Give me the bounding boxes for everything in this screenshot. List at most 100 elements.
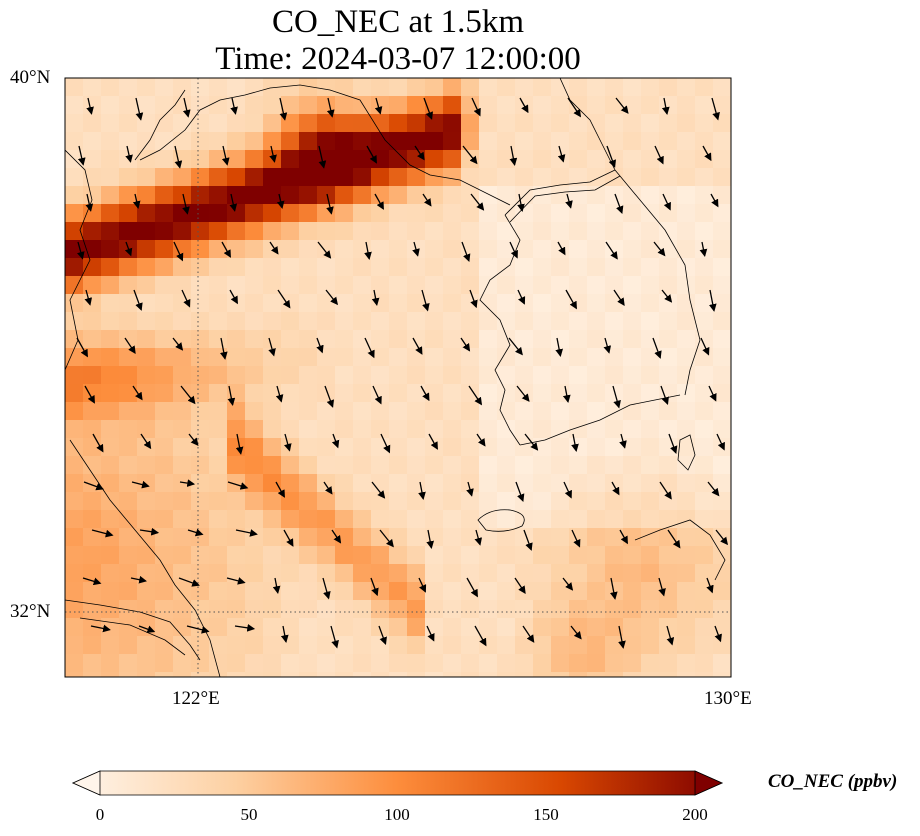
field-cell	[101, 204, 120, 223]
wind-arrow	[524, 433, 539, 451]
field-cell	[353, 492, 372, 511]
field-cell	[533, 168, 552, 187]
field-cell	[479, 654, 498, 673]
wind-arrow	[226, 577, 246, 585]
wind-arrow	[326, 193, 334, 215]
wind-arrow	[219, 337, 228, 360]
field-cell	[101, 438, 120, 457]
field-cell	[209, 330, 228, 349]
field-cell	[227, 186, 246, 205]
wind-arrow	[83, 481, 105, 491]
field-cell	[281, 204, 300, 223]
field-cell	[155, 672, 174, 677]
field-cell	[695, 600, 714, 619]
field-cell	[695, 348, 714, 367]
field-cell	[407, 528, 426, 547]
field-cell	[425, 168, 444, 187]
field-cell	[281, 582, 300, 601]
field-cell	[83, 150, 102, 169]
field-cell	[263, 564, 282, 583]
field-cell	[605, 402, 624, 421]
field-cell	[137, 510, 156, 529]
field-cell	[569, 186, 588, 205]
field-cell	[371, 600, 390, 619]
field-cell	[443, 276, 462, 295]
field-cell	[299, 168, 318, 187]
field-cell	[659, 204, 678, 223]
lat-tick-40n: 40°N	[10, 67, 51, 88]
field-cell	[281, 420, 300, 439]
field-cell	[65, 528, 84, 547]
field-cell	[65, 510, 84, 529]
field-cell	[137, 366, 156, 385]
field-cell	[551, 564, 570, 583]
field-cell	[263, 222, 282, 241]
field-cell	[191, 528, 210, 547]
field-cell	[443, 654, 462, 673]
field-cell	[227, 654, 246, 673]
field-cell	[299, 258, 318, 277]
field-cell	[677, 618, 696, 637]
field-cell	[623, 546, 642, 565]
field-cell	[119, 168, 138, 187]
field-cell	[371, 654, 390, 673]
field-cell	[389, 438, 408, 457]
field-cell	[65, 438, 84, 457]
field-cell	[101, 294, 120, 313]
field-cell	[281, 564, 300, 583]
field-cell	[479, 420, 498, 439]
field-cell	[227, 348, 246, 367]
field-cell	[389, 294, 408, 313]
field-cell	[713, 96, 731, 115]
wind-arrow	[140, 433, 152, 450]
field-cell	[695, 96, 714, 115]
field-cell	[497, 312, 516, 331]
field-cell	[587, 546, 606, 565]
field-cell	[479, 294, 498, 313]
field-cell	[245, 276, 264, 295]
field-cell	[83, 546, 102, 565]
field-cell	[713, 276, 731, 295]
wind-arrow	[330, 625, 339, 649]
field-cell	[533, 222, 552, 241]
wind-arrow	[275, 385, 284, 403]
field-cell	[155, 510, 174, 529]
field-cell	[155, 78, 174, 97]
field-cell	[407, 168, 426, 187]
field-cell	[173, 240, 192, 259]
field-cell	[155, 528, 174, 547]
field-cell	[371, 222, 390, 241]
colorbar-tick-200: 200	[682, 805, 708, 824]
field-cell	[407, 384, 426, 403]
field-cell	[119, 258, 138, 277]
field-cell	[425, 276, 444, 295]
field-cell	[587, 402, 606, 421]
field-cell	[641, 600, 660, 619]
field-cell	[245, 186, 264, 205]
field-cell	[443, 600, 462, 619]
field-cell	[551, 402, 570, 421]
field-cell	[299, 150, 318, 169]
field-cell	[245, 204, 264, 223]
field-cell	[641, 636, 660, 655]
field-cell	[479, 564, 498, 583]
field-cell	[695, 366, 714, 385]
field-cell	[281, 510, 300, 529]
field-cell	[407, 600, 426, 619]
field-cell	[317, 546, 336, 565]
field-cell	[65, 582, 84, 601]
field-cell	[497, 636, 516, 655]
wind-arrow	[366, 145, 377, 164]
field-cell	[227, 150, 246, 169]
lat-tick-32n: 32°N	[10, 601, 51, 622]
field-cell	[587, 600, 606, 619]
field-cell	[695, 132, 714, 151]
field-cell	[713, 636, 731, 655]
field-cell	[551, 546, 570, 565]
field-cell	[551, 204, 570, 223]
field-cell	[677, 384, 696, 403]
field-cell	[335, 456, 354, 475]
field-cell	[605, 564, 624, 583]
field-cell	[371, 150, 390, 169]
wind-arrow	[668, 433, 678, 455]
